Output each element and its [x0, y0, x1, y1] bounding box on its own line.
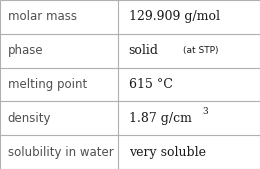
- Text: solubility in water: solubility in water: [8, 146, 114, 159]
- Text: 3: 3: [203, 107, 209, 116]
- Text: 615 °C: 615 °C: [129, 78, 173, 91]
- Text: melting point: melting point: [8, 78, 87, 91]
- Text: 129.909 g/mol: 129.909 g/mol: [129, 10, 220, 23]
- Text: phase: phase: [8, 44, 43, 57]
- Text: molar mass: molar mass: [8, 10, 77, 23]
- Text: density: density: [8, 112, 51, 125]
- Text: 1.87 g/cm: 1.87 g/cm: [129, 112, 192, 125]
- Text: (at STP): (at STP): [183, 46, 219, 55]
- Text: solid: solid: [129, 44, 159, 57]
- Text: very soluble: very soluble: [129, 146, 206, 159]
